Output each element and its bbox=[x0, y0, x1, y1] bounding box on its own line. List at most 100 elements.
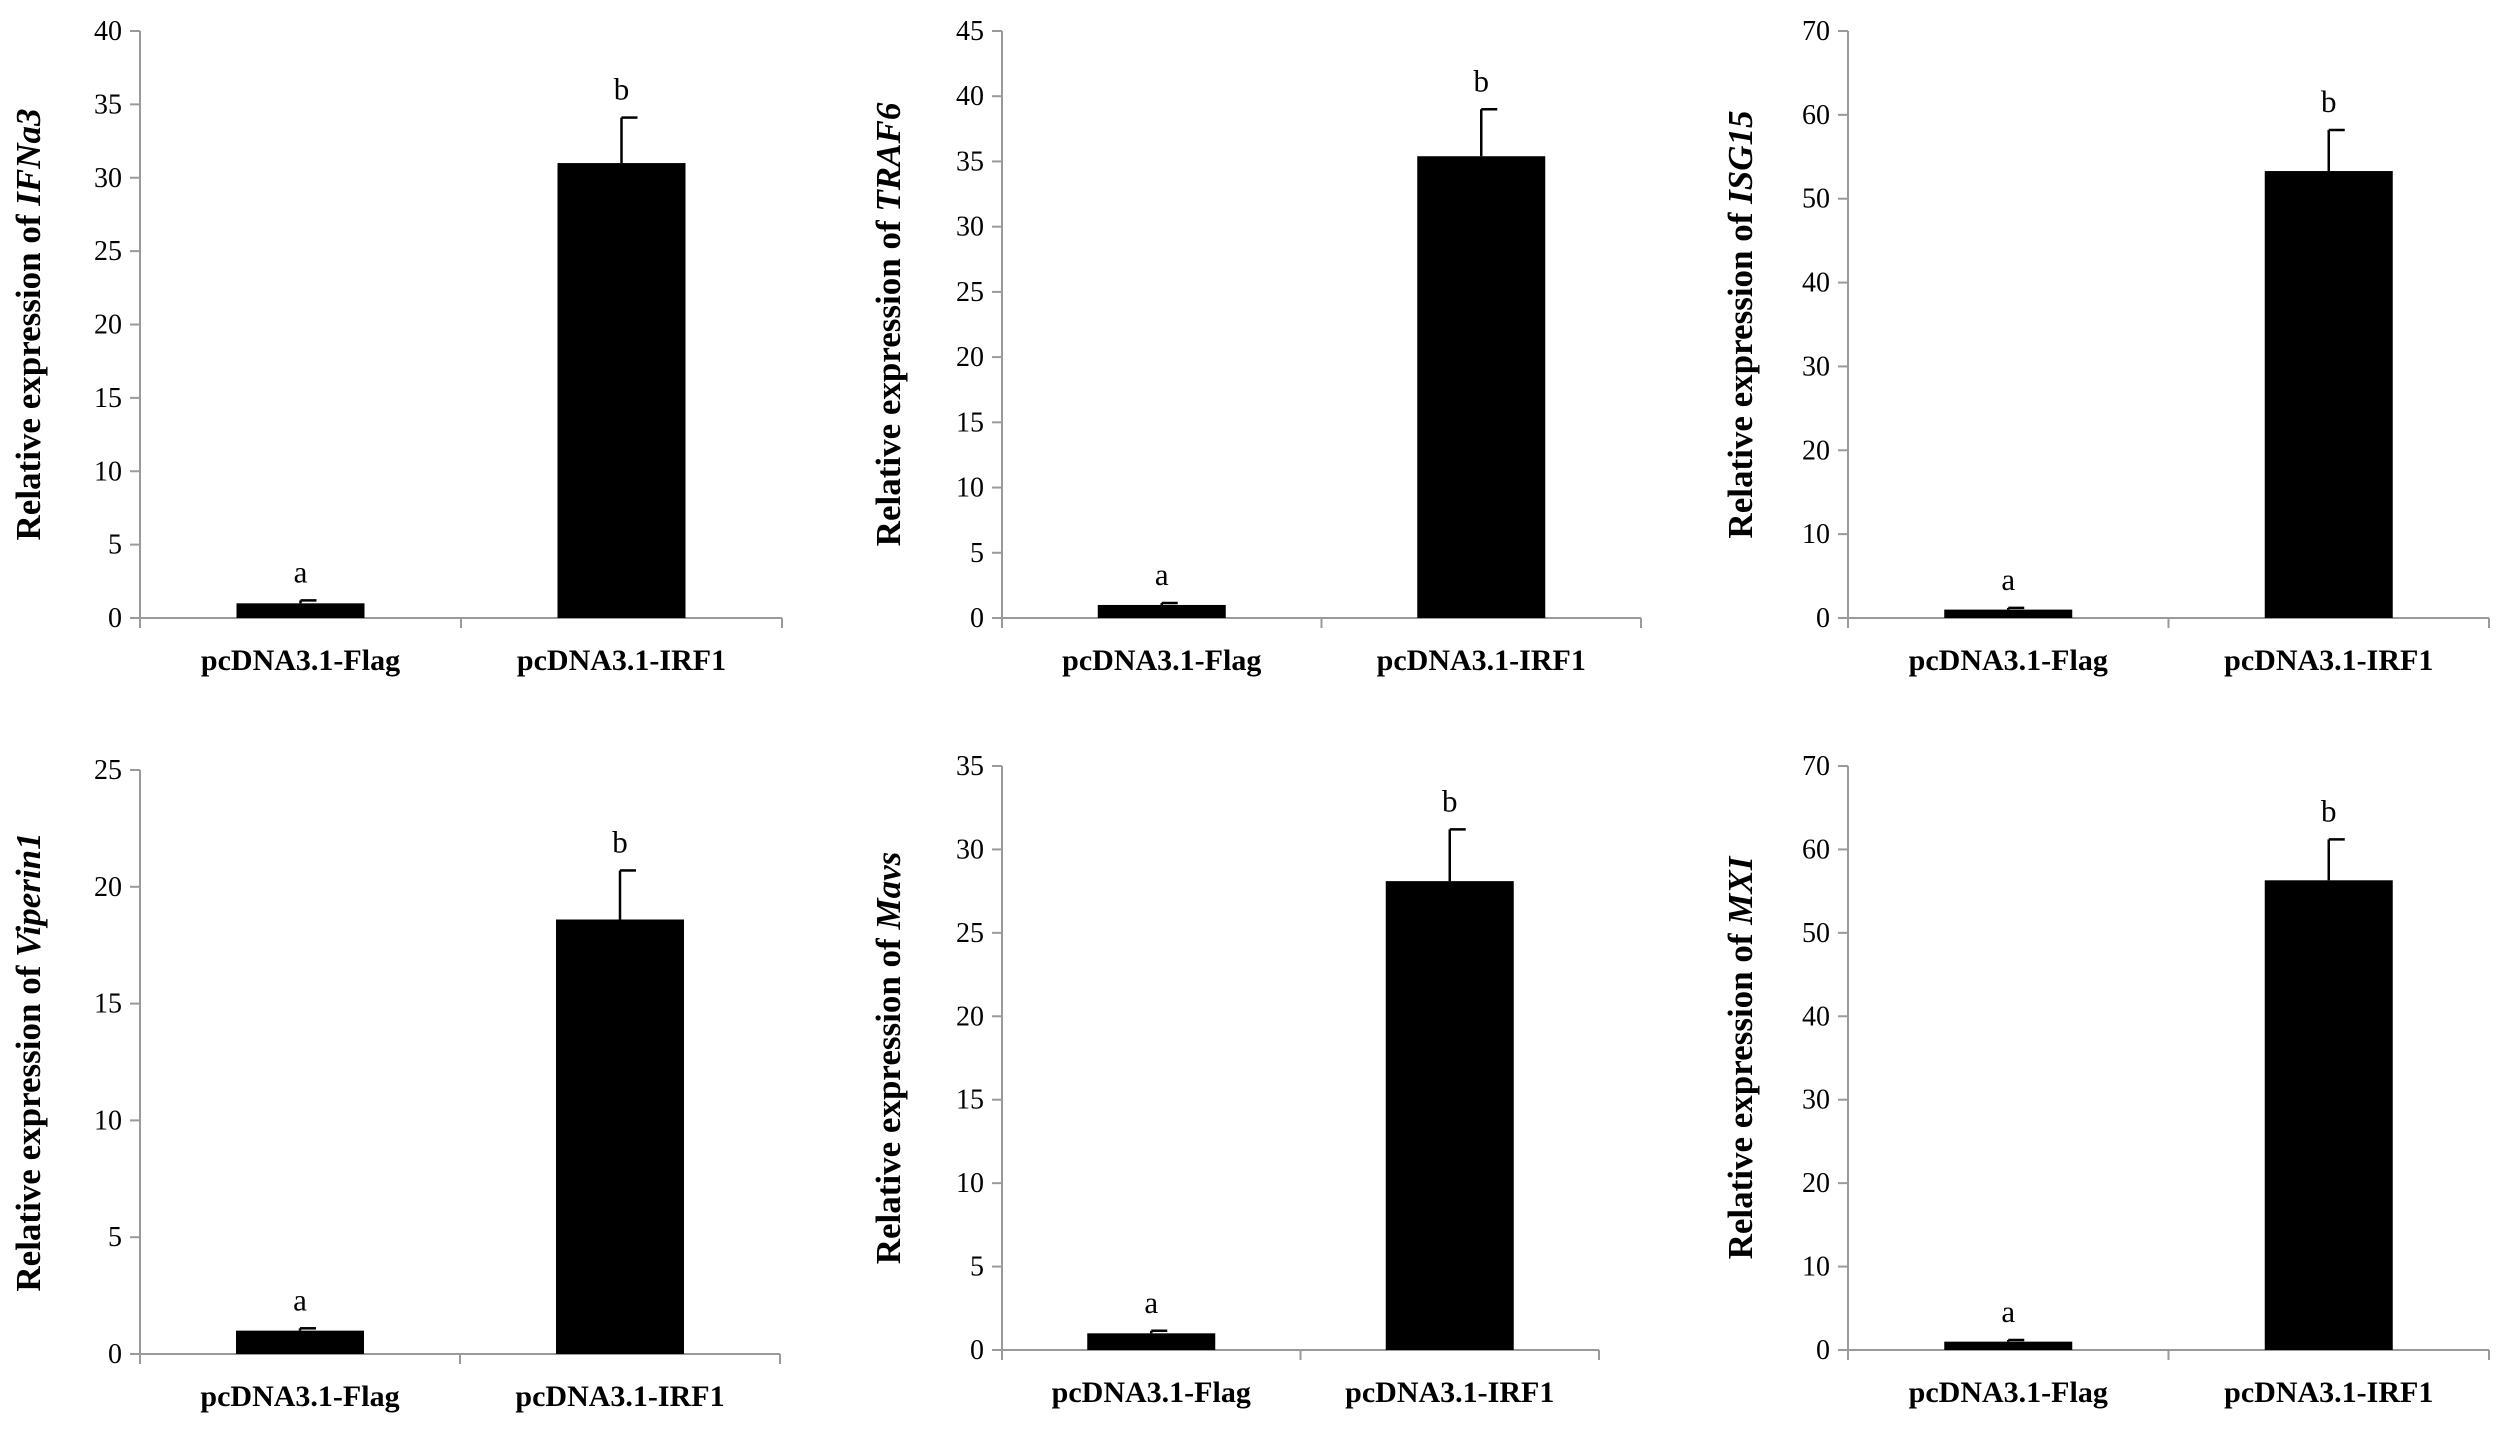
y-axis-title-gene: Viperin1 bbox=[9, 832, 48, 956]
chart-panel-3: 0 10 20 30 40 50 60 70 a pcDNA3.1-Flag b pcDNA3.1-I… bbox=[1721, 16, 2490, 677]
y-axis-title: Relative expression of TRAF6 bbox=[869, 102, 908, 546]
y-tick-label: 0 bbox=[108, 603, 122, 634]
significance-letter: a bbox=[1144, 1285, 1158, 1320]
y-tick-label: 40 bbox=[956, 81, 984, 112]
y-tick-label: 10 bbox=[1802, 519, 1830, 550]
y-tick-label: 0 bbox=[108, 1339, 122, 1370]
x-category-label: pcDNA3.1-Flag bbox=[1909, 644, 2108, 677]
y-axis-title-gene: MXI bbox=[1721, 855, 1760, 925]
y-tick-label: 25 bbox=[94, 755, 122, 786]
significance-letter: a bbox=[2001, 1294, 2015, 1329]
y-axis-title: Relative expression of MXI bbox=[1721, 855, 1760, 1259]
y-axis-title-prefix: Relative expression of bbox=[869, 212, 908, 547]
y-axis-title-gene: IFNa3 bbox=[9, 109, 48, 207]
y-tick-label: 20 bbox=[956, 342, 984, 373]
y-axis-title: Relative expression of Viperin1 bbox=[9, 832, 48, 1291]
y-tick-label: 60 bbox=[1802, 834, 1830, 865]
significance-letter: b bbox=[612, 824, 628, 859]
bar-1 bbox=[236, 603, 365, 618]
x-category-label: pcDNA3.1-Flag bbox=[1052, 1376, 1251, 1409]
y-tick-label: 15 bbox=[94, 989, 122, 1020]
y-tick-label: 5 bbox=[970, 1252, 984, 1283]
y-tick-label: 10 bbox=[94, 456, 122, 487]
y-tick-label: 5 bbox=[970, 538, 984, 569]
x-category-label: pcDNA3.1-IRF1 bbox=[2224, 644, 2433, 677]
x-category-label: pcDNA3.1-IRF1 bbox=[517, 644, 726, 677]
y-tick-label: 35 bbox=[956, 751, 984, 782]
y-tick-label: 5 bbox=[108, 1222, 122, 1253]
significance-letter: b bbox=[2321, 84, 2337, 119]
y-tick-label: 70 bbox=[1802, 16, 1830, 47]
x-category-label: pcDNA3.1-IRF1 bbox=[1345, 1376, 1554, 1409]
y-tick-label: 10 bbox=[956, 1168, 984, 1199]
y-tick-label: 70 bbox=[1802, 751, 1830, 782]
bar-2 bbox=[557, 163, 686, 618]
y-axis-title: Relative expression of IFNa3 bbox=[9, 109, 48, 541]
y-axis-title-gene: ISG15 bbox=[1721, 110, 1760, 204]
significance-letter: a bbox=[2001, 562, 2015, 597]
x-category-label: pcDNA3.1-Flag bbox=[200, 1380, 399, 1413]
y-axis-title-prefix: Relative expression of bbox=[869, 930, 908, 1265]
y-tick-label: 40 bbox=[1802, 1001, 1830, 1032]
y-tick-label: 35 bbox=[94, 89, 122, 120]
y-tick-label: 0 bbox=[1816, 603, 1830, 634]
y-tick-label: 15 bbox=[94, 383, 122, 414]
x-category-label: pcDNA3.1-Flag bbox=[1909, 1376, 2108, 1409]
y-tick-label: 25 bbox=[956, 277, 984, 308]
y-tick-label: 20 bbox=[94, 310, 122, 341]
bar-1 bbox=[1944, 609, 2073, 618]
y-tick-label: 40 bbox=[1802, 268, 1830, 299]
y-tick-label: 25 bbox=[956, 918, 984, 949]
y-tick-label: 30 bbox=[956, 834, 984, 865]
y-tick-label: 30 bbox=[1802, 1085, 1830, 1116]
y-tick-label: 50 bbox=[1802, 184, 1830, 215]
chart-panel-6: 0 10 20 30 40 50 60 70 a pcDNA3.1-Flag b pcDNA3.1-I… bbox=[1721, 751, 2490, 1409]
y-axis-title: Relative expression of ISG15 bbox=[1721, 110, 1760, 538]
y-tick-label: 25 bbox=[94, 236, 122, 267]
y-tick-label: 60 bbox=[1802, 100, 1830, 131]
y-tick-label: 0 bbox=[970, 603, 984, 634]
x-category-label: pcDNA3.1-IRF1 bbox=[515, 1380, 724, 1413]
chart-panel-1: 0 5 10 15 20 25 30 35 40 a pcDNA3.1-Flag b pcDNA3.1-… bbox=[9, 16, 783, 677]
y-tick-label: 30 bbox=[1802, 351, 1830, 382]
y-axis-title: Relative expression of Mavs bbox=[869, 852, 908, 1265]
y-tick-label: 20 bbox=[956, 1001, 984, 1032]
y-tick-label: 15 bbox=[956, 1085, 984, 1116]
y-axis-title-prefix: Relative expression of bbox=[1721, 204, 1760, 539]
y-tick-label: 15 bbox=[956, 407, 984, 438]
chart-panel-2: 0 5 10 15 20 25 30 35 40 45 a pcDNA3.1-Flag b pcDNA3.… bbox=[869, 16, 1642, 677]
y-axis-title-gene: TRAF6 bbox=[869, 102, 908, 211]
y-tick-label: 45 bbox=[956, 16, 984, 47]
bar-2 bbox=[2264, 880, 2393, 1350]
x-category-label: pcDNA3.1-Flag bbox=[1062, 644, 1261, 677]
significance-letter: b bbox=[1474, 63, 1490, 98]
y-tick-label: 20 bbox=[1802, 1168, 1830, 1199]
y-axis-title-prefix: Relative expression of bbox=[9, 206, 48, 541]
y-tick-label: 50 bbox=[1802, 918, 1830, 949]
bar-2 bbox=[1417, 156, 1546, 618]
bar-1 bbox=[1097, 604, 1226, 618]
x-category-label: pcDNA3.1-IRF1 bbox=[2224, 1376, 2433, 1409]
bar-2 bbox=[556, 919, 684, 1354]
significance-letter: a bbox=[294, 554, 308, 589]
y-tick-label: 30 bbox=[94, 163, 122, 194]
y-axis-title-gene: Mavs bbox=[869, 852, 908, 931]
y-tick-label: 10 bbox=[1802, 1252, 1830, 1283]
bar-1 bbox=[1944, 1341, 2073, 1350]
y-tick-label: 30 bbox=[956, 212, 984, 243]
y-tick-label: 0 bbox=[970, 1335, 984, 1366]
y-tick-label: 10 bbox=[94, 1105, 122, 1136]
significance-letter: a bbox=[1155, 557, 1169, 592]
y-tick-label: 40 bbox=[94, 16, 122, 47]
bar-2 bbox=[2264, 171, 2393, 618]
x-category-label: pcDNA3.1-IRF1 bbox=[1377, 644, 1586, 677]
significance-letter: b bbox=[614, 72, 630, 107]
y-tick-label: 0 bbox=[1816, 1335, 1830, 1366]
y-tick-label: 5 bbox=[108, 530, 122, 561]
y-axis-title-prefix: Relative expression of bbox=[9, 957, 48, 1292]
chart-panel-4: 0 5 10 15 20 25 a pcDNA3.1-Flag b pcDNA3.1-IRF1 Re… bbox=[9, 755, 781, 1413]
bar-1 bbox=[1087, 1333, 1216, 1350]
y-tick-label: 20 bbox=[1802, 435, 1830, 466]
bar-2 bbox=[1385, 881, 1514, 1350]
